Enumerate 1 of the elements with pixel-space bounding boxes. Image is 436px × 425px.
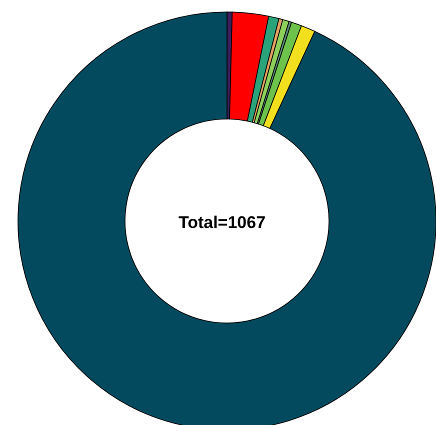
text: Total=1067: [178, 213, 266, 232]
